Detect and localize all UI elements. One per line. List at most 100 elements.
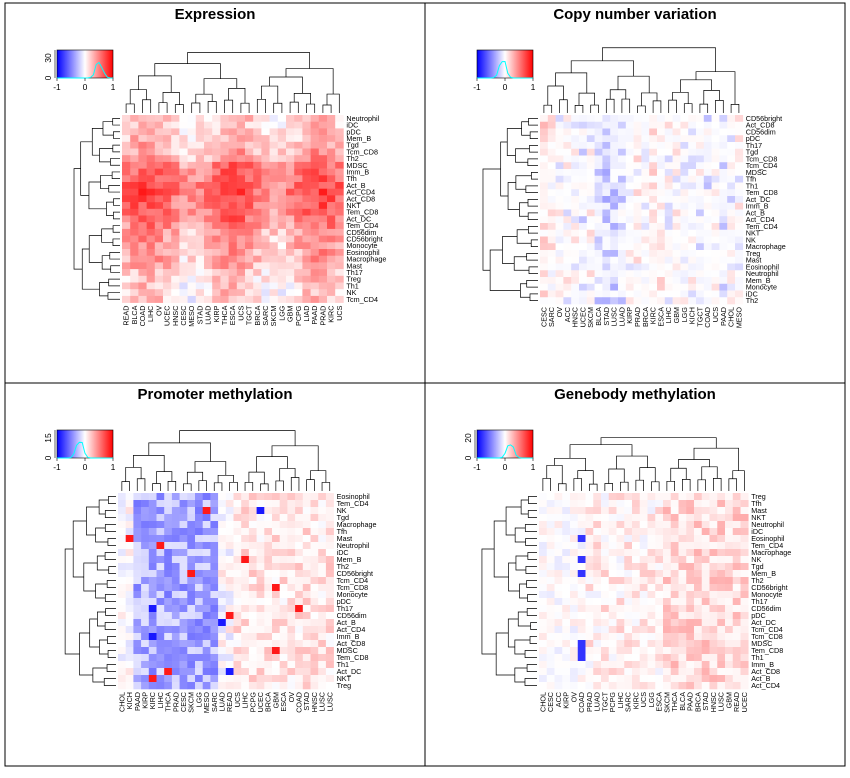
heatmap-cell (616, 535, 625, 543)
heatmap-cell (740, 584, 749, 592)
row-dendrogram-branch (101, 228, 114, 243)
heatmap-cell (212, 242, 221, 250)
heatmap-cell (711, 256, 720, 264)
column-label: SKCM (269, 306, 278, 327)
panel-title: Copy number variation (553, 6, 716, 23)
heatmap-cell (577, 661, 586, 669)
heatmap-cell (294, 148, 303, 156)
heatmap-cell (562, 563, 571, 571)
heatmap-cell (719, 182, 728, 190)
heatmap-cell (187, 202, 197, 210)
heatmap-cell (225, 661, 234, 669)
column-label: BLCA (594, 307, 603, 326)
heatmap-cell (302, 235, 311, 243)
heatmap-cell (539, 570, 548, 578)
heatmap-cell (678, 675, 687, 683)
heatmap-cell (686, 521, 695, 529)
heatmap-cell (732, 598, 741, 606)
column-dendrogram-branch (577, 470, 594, 485)
heatmap-cell (586, 277, 595, 285)
heatmap-cell (554, 626, 563, 634)
heatmap-cell (220, 135, 229, 143)
heatmap-cell (118, 626, 126, 634)
heatmap-cell (156, 570, 165, 578)
heatmap-cell (264, 605, 273, 613)
heatmap-cell (233, 682, 242, 690)
heatmap-cell (195, 188, 205, 196)
heatmap-cell (122, 148, 131, 156)
heatmap-cell (701, 661, 710, 669)
heatmap-cell (585, 528, 594, 536)
heatmap-cell (195, 275, 205, 283)
heatmap-cell (171, 668, 180, 676)
heatmap-cell (562, 514, 571, 522)
heatmap-cell (570, 507, 579, 515)
heatmap-cell (610, 290, 619, 298)
heatmap-cell (696, 128, 705, 136)
heatmap-cell (672, 202, 681, 210)
heatmap-cell (602, 209, 611, 217)
heatmap-cell (740, 675, 749, 683)
row-label: Tcm_CD4 (751, 625, 783, 634)
heatmap-cell (195, 535, 203, 543)
heatmap-cell (547, 216, 556, 224)
heatmap-cell (171, 215, 180, 223)
heatmap-cell (118, 549, 126, 557)
column-dendrogram-branch (125, 467, 142, 482)
heatmap-cell (210, 682, 219, 690)
heatmap-cell (318, 135, 328, 143)
row-label: pDC (346, 127, 360, 136)
heatmap-cell (228, 202, 238, 210)
heatmap-cell (256, 549, 265, 557)
row-label: Th1 (751, 653, 763, 662)
row-dendrogram-branch (527, 552, 537, 560)
row-label: pDC (337, 597, 351, 606)
heatmap-cell (594, 128, 603, 136)
heatmap-cell (310, 542, 319, 550)
heatmap-cell (138, 289, 147, 297)
heatmap-cell (664, 263, 673, 271)
heatmap-cell (670, 647, 679, 655)
heatmap-cell (554, 493, 563, 501)
heatmap-cell (171, 269, 180, 277)
heatmap-cell (562, 507, 571, 515)
heatmap-cell (286, 141, 295, 149)
heatmap-cell (601, 654, 610, 662)
heatmap-cell (711, 277, 720, 285)
heatmap-cell (649, 148, 658, 156)
heatmap-cell (686, 626, 695, 634)
heatmap-cell (195, 633, 203, 641)
heatmap-cell (163, 141, 172, 149)
heatmap-cell (236, 148, 246, 156)
row-dendrogram-branch (105, 608, 116, 616)
heatmap-cell (287, 647, 296, 655)
heatmap-cell (547, 169, 556, 177)
heatmap-cell (195, 675, 203, 683)
heatmap-cell (608, 493, 617, 501)
heatmap-cell (540, 216, 549, 224)
heatmap-cell (141, 500, 150, 508)
heatmap-cell (118, 612, 126, 620)
row-dendrogram-branch (88, 235, 103, 263)
row-dendrogram-branch (521, 121, 531, 136)
heatmap-cell (664, 189, 673, 197)
heatmap-cell (696, 263, 705, 271)
heatmap-cell (624, 549, 633, 557)
heatmap-cell (602, 182, 611, 190)
heatmap-cell (618, 135, 627, 143)
heatmap-cell (633, 277, 642, 285)
heatmap-cell (269, 269, 279, 277)
column-label: KIRC (631, 692, 640, 709)
heatmap-cell (133, 563, 142, 571)
heatmap-cell (154, 255, 164, 263)
heatmap-cell (601, 507, 610, 515)
heatmap-cell (302, 521, 311, 529)
row-label: Eosinophil (751, 534, 785, 543)
heatmap-cell (725, 661, 734, 669)
heatmap-cell (719, 297, 728, 305)
heatmap-cell (633, 202, 642, 210)
heatmap-cell (563, 142, 572, 150)
column-dendrogram-branch (244, 482, 254, 491)
heatmap-cell (664, 162, 673, 170)
heatmap-cell (148, 612, 157, 620)
